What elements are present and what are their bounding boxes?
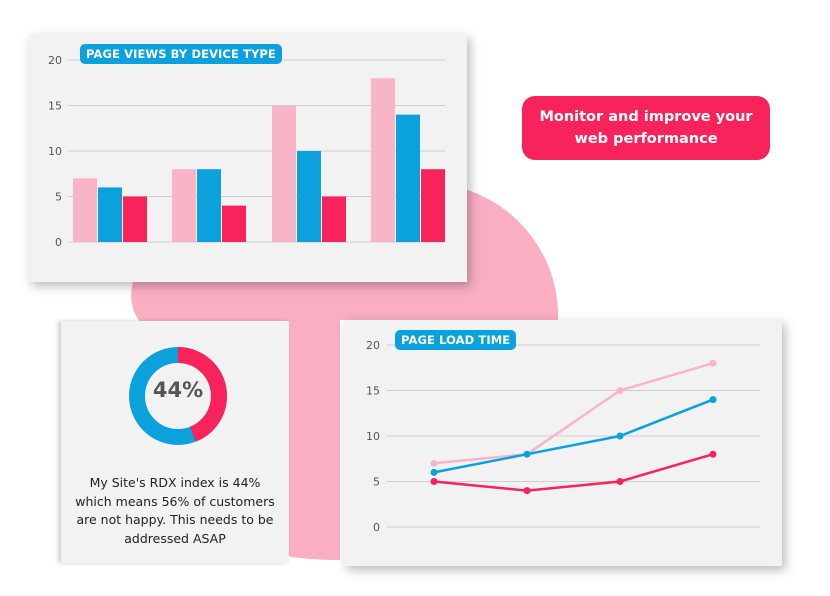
callout-text: Monitor and improve your web performance: [539, 109, 753, 147]
data-point: [430, 478, 438, 485]
bar-y-tick-label: 0: [55, 236, 62, 249]
donut-value-segment: [129, 347, 227, 445]
bar: [197, 169, 221, 242]
line-y-tick-label: 5: [373, 476, 380, 489]
bar-y-tick-label: 5: [55, 191, 62, 204]
bar: [73, 178, 97, 242]
bar: [421, 169, 445, 242]
data-point: [430, 468, 438, 476]
data-point: [616, 478, 624, 485]
bar: [322, 196, 346, 242]
line-y-tick-label: 20: [366, 339, 380, 352]
donut-percentage: 44%: [152, 378, 204, 402]
series-line: [433, 398, 714, 474]
bar-chart-title: PAGE VIEWS BY DEVICE TYPE: [80, 44, 282, 64]
line-y-tick-label: 10: [366, 430, 380, 443]
data-point: [430, 459, 438, 467]
bar-y-tick-label: 20: [48, 54, 62, 67]
rdx-description: My Site's RDX index is 44% which means 5…: [75, 475, 275, 546]
bar: [172, 169, 196, 242]
line-y-tick-label: 0: [373, 521, 380, 534]
data-point: [616, 432, 624, 440]
series-line: [433, 453, 714, 492]
line-chart-card: [344, 320, 782, 566]
bar: [396, 114, 420, 242]
data-point: [709, 450, 717, 458]
data-point: [616, 387, 624, 394]
bar: [98, 187, 122, 242]
line-chart-title: PAGE LOAD TIME: [395, 330, 517, 350]
data-point: [523, 487, 531, 495]
line-y-tick-label: 15: [366, 385, 380, 398]
bar: [272, 105, 296, 242]
callout-banner[interactable]: Monitor and improve your web performance: [522, 96, 770, 160]
bar-y-tick-label: 10: [48, 145, 62, 158]
bar: [297, 151, 321, 242]
data-point: [523, 450, 531, 458]
data-point: [709, 396, 717, 404]
series-line: [433, 362, 714, 465]
bar: [123, 196, 147, 242]
bar: [222, 205, 246, 242]
bar: [371, 78, 395, 242]
data-point: [709, 359, 717, 367]
bar-y-tick-label: 15: [48, 100, 62, 113]
